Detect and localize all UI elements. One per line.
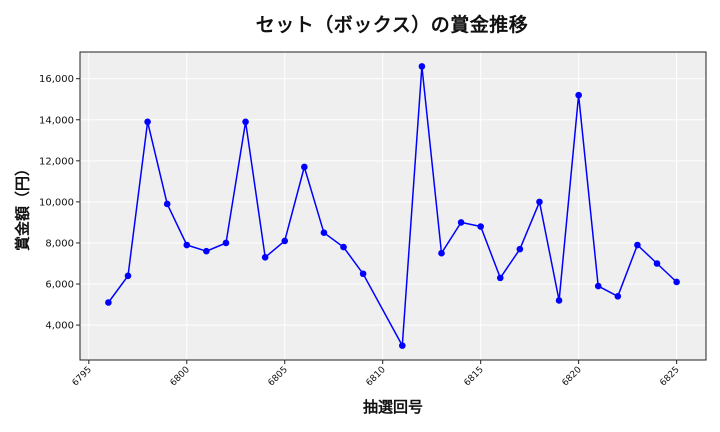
x-tick-label: 6810 bbox=[365, 365, 388, 388]
x-tick-label: 6820 bbox=[560, 365, 583, 388]
data-point-marker bbox=[320, 229, 328, 236]
data-point-marker bbox=[301, 163, 308, 171]
chart-title: セット（ボックス）の賞金推移 bbox=[255, 14, 529, 36]
data-point-marker bbox=[222, 239, 230, 247]
x-tick-label: 6795 bbox=[71, 365, 94, 388]
data-point-marker bbox=[399, 342, 406, 349]
data-point-marker bbox=[516, 245, 524, 253]
data-point-marker bbox=[163, 200, 171, 208]
data-point-marker bbox=[340, 243, 347, 251]
y-tick-label: 12,000 bbox=[39, 156, 74, 167]
plot-background bbox=[80, 52, 706, 360]
data-point-marker bbox=[144, 118, 151, 126]
data-point-marker bbox=[203, 247, 210, 255]
data-point-marker bbox=[242, 118, 249, 126]
x-axis: 6795 6800 6805 6810 6815 6820 6825 bbox=[71, 360, 682, 388]
x-tick-label: 6815 bbox=[463, 365, 486, 388]
data-point-marker bbox=[536, 198, 543, 206]
x-tick-label: 6805 bbox=[267, 365, 290, 388]
y-tick-label: 4,000 bbox=[45, 321, 74, 332]
data-series bbox=[105, 63, 680, 349]
x-tick-label: 6825 bbox=[658, 365, 681, 388]
y-tick-label: 8,000 bbox=[45, 238, 74, 249]
y-tick-label: 14,000 bbox=[39, 115, 74, 126]
plot-frame bbox=[79, 51, 707, 361]
data-point-marker bbox=[673, 278, 680, 286]
data-point-marker bbox=[575, 91, 582, 99]
data-point-marker bbox=[457, 219, 465, 226]
data-point-marker bbox=[124, 272, 132, 280]
x-axis-label: 抽選回号 bbox=[362, 398, 423, 416]
data-point-marker bbox=[281, 237, 289, 245]
data-point-marker bbox=[614, 293, 622, 300]
y-axis-label: 賞金額（円） bbox=[13, 160, 32, 252]
data-point-marker bbox=[261, 254, 269, 261]
data-point-marker bbox=[555, 297, 563, 304]
data-point-marker bbox=[477, 223, 484, 230]
y-tick-label: 16,000 bbox=[39, 74, 74, 85]
y-tick-label: 6,000 bbox=[45, 280, 74, 291]
x-tick-label: 6800 bbox=[169, 365, 192, 388]
y-axis: 4,000 6,000 8,000 10,000 12,000 14,000 16,000 bbox=[39, 74, 80, 332]
data-point-marker bbox=[653, 260, 661, 267]
data-point-marker bbox=[183, 241, 191, 249]
data-point-marker bbox=[496, 274, 504, 282]
data-point-marker bbox=[359, 270, 367, 278]
data-point-marker bbox=[634, 241, 641, 249]
data-point-marker bbox=[594, 282, 602, 290]
data-point-marker bbox=[418, 63, 426, 70]
y-tick-label: 10,000 bbox=[39, 197, 74, 208]
data-point-marker bbox=[438, 249, 445, 257]
data-point-marker bbox=[105, 299, 112, 306]
